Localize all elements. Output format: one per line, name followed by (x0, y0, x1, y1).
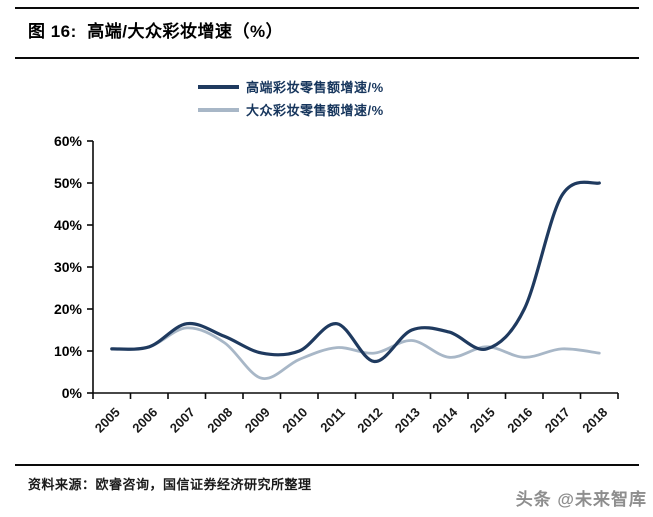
x-tick-label: 2014 (429, 404, 461, 436)
x-tick-label: 2006 (129, 405, 160, 436)
y-tick-label: 10% (54, 343, 83, 359)
chart-legend: 高端彩妆零售额增速/% 大众彩妆零售额增速/% (198, 75, 384, 121)
x-tick-label: 2008 (204, 405, 235, 436)
mass-line-swatch (198, 107, 239, 112)
legend-label-highend: 高端彩妆零售额增速/% (246, 80, 384, 95)
x-tick-label: 2010 (279, 405, 310, 436)
y-tick-label: 50% (54, 175, 83, 191)
source-note: 资料来源：欧睿咨询，国信证券经济研究所整理 (28, 477, 312, 492)
y-tick-label: 40% (54, 217, 83, 233)
y-tick-label: 30% (54, 259, 83, 275)
x-tick-label: 2011 (317, 405, 348, 436)
highend-line-swatch (198, 84, 239, 89)
legend-item-mass[interactable]: 大众彩妆零售额增速/% (198, 98, 384, 121)
legend-label-mass: 大众彩妆零售额增速/% (246, 103, 384, 118)
figure-title: 图 16: 高端/大众彩妆增速（%） (28, 22, 284, 41)
x-tick-label: 2018 (579, 405, 610, 436)
x-tick-label: 2005 (92, 405, 123, 436)
y-tick-label: 20% (54, 301, 83, 317)
x-tick-label: 2017 (542, 405, 573, 436)
mass-series-line (110, 326, 601, 380)
watermark: 头条 @未来智库 (515, 490, 647, 509)
top-divider (15, 7, 639, 9)
title-divider (15, 57, 639, 59)
legend-item-highend[interactable]: 高端彩妆零售额增速/% (198, 75, 384, 98)
x-tick-label: 2016 (504, 405, 535, 436)
x-tick-label: 2012 (354, 405, 385, 436)
highend-series-line (110, 180, 601, 364)
x-tick-label: 2015 (467, 405, 498, 436)
y-tick-label: 0% (62, 385, 83, 401)
bottom-divider (15, 464, 639, 466)
x-tick-label: 2007 (167, 405, 198, 436)
x-tick-label: 2013 (392, 405, 423, 436)
y-tick-label: 60% (54, 133, 83, 149)
x-tick-label: 2009 (242, 405, 273, 436)
